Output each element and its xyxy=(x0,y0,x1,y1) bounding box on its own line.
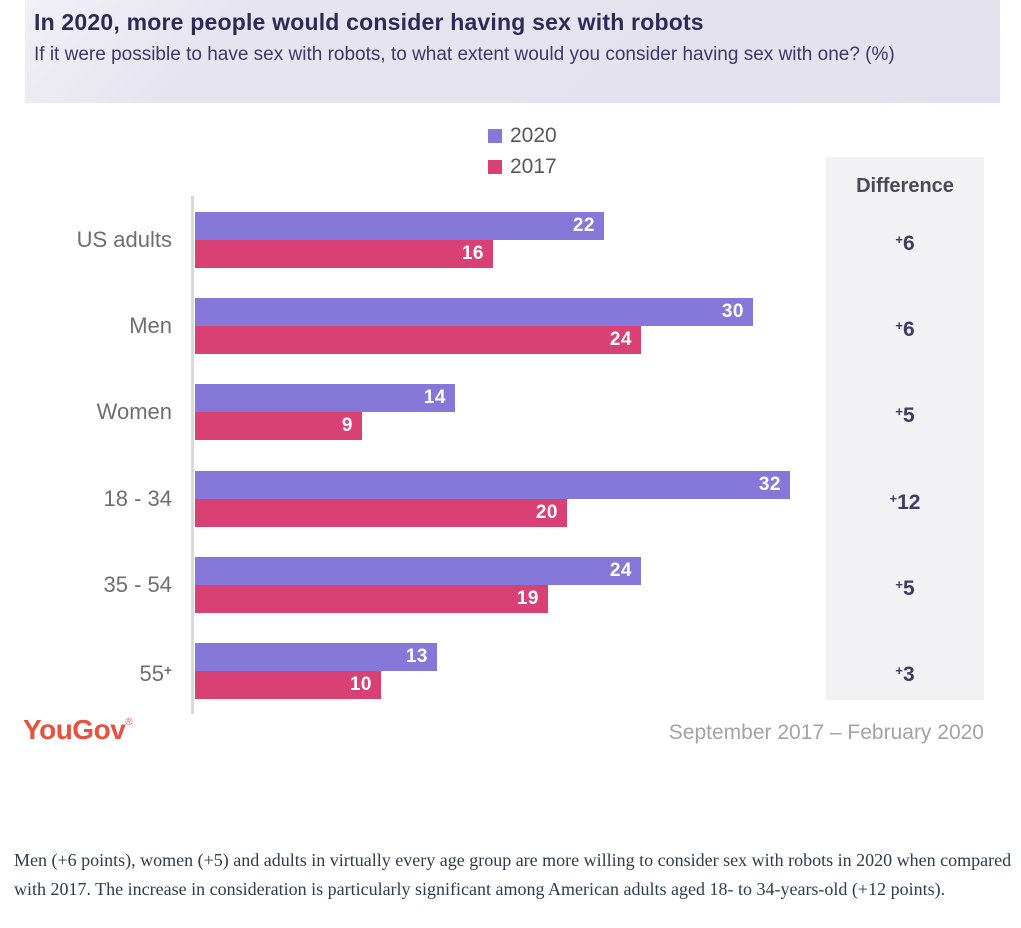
bar-2020-us-adults: 22 xyxy=(195,212,604,240)
category-label: Women xyxy=(96,399,172,424)
bar-2020-35---54: 24 xyxy=(195,557,641,585)
brand-text: YouGov xyxy=(23,714,126,745)
date-range: September 2017 – February 2020 xyxy=(668,721,984,744)
bar-2020-55+: 13 xyxy=(195,643,437,671)
yougov-logo: YouGov® xyxy=(23,714,133,746)
difference-value: +12 xyxy=(889,490,921,514)
difference-header: Difference xyxy=(856,175,954,197)
bar-2020-18---34: 32 xyxy=(195,471,790,499)
legend-label: 2017 xyxy=(510,154,557,178)
category-row-women: Women 14 9 +5 xyxy=(0,369,1021,455)
difference-value: +3 xyxy=(895,662,915,686)
bar-2017-women: 9 xyxy=(195,412,362,440)
difference-value: +5 xyxy=(895,403,915,427)
chart-subtitle: If it were possible to have sex with rob… xyxy=(34,44,895,65)
chart-title: In 2020, more people would consider havi… xyxy=(34,9,704,35)
difference-value: +6 xyxy=(895,317,915,341)
legend-swatch-icon xyxy=(488,159,502,174)
difference-panel xyxy=(826,157,984,700)
bar-2020-women: 14 xyxy=(195,384,455,412)
bar-2017-35---54: 19 xyxy=(195,585,548,613)
y-axis-line xyxy=(191,196,194,714)
legend-item-2017: 2017 xyxy=(488,155,557,178)
bar-2017-us-adults: 16 xyxy=(195,240,493,268)
category-row-18---34: 18 - 34 32 20 +12 xyxy=(0,456,1021,542)
legend-label: 2020 xyxy=(510,123,557,147)
legend-item-2020: 2020 xyxy=(488,124,557,147)
difference-value: +5 xyxy=(895,576,915,600)
caption-paragraph: Men (+6 points), women (+5) and adults i… xyxy=(14,850,1012,899)
category-row-55+: 55+ 13 10 +3 xyxy=(0,628,1021,714)
legend: 2020 2017 xyxy=(488,124,557,186)
category-label: 18 - 34 xyxy=(103,486,173,511)
header-band: In 2020, more people would consider havi… xyxy=(25,0,1000,103)
category-label: 35 - 54 xyxy=(103,572,173,597)
category-row-us-adults: US adults 22 16 +6 xyxy=(0,197,1021,283)
registered-mark-icon: ® xyxy=(125,717,133,728)
bar-2017-55+: 10 xyxy=(195,671,381,699)
category-label: US adults xyxy=(76,227,172,252)
bar-2017-men: 24 xyxy=(195,326,641,354)
bar-2020-men: 30 xyxy=(195,298,753,326)
category-label: Men xyxy=(129,313,172,338)
category-row-men: Men 30 24 +6 xyxy=(0,283,1021,369)
category-label: 55+ xyxy=(139,661,172,687)
difference-value: +6 xyxy=(895,231,915,255)
bar-2017-18---34: 20 xyxy=(195,499,567,527)
legend-swatch-icon xyxy=(488,128,502,143)
category-row-35---54: 35 - 54 24 19 +5 xyxy=(0,542,1021,628)
